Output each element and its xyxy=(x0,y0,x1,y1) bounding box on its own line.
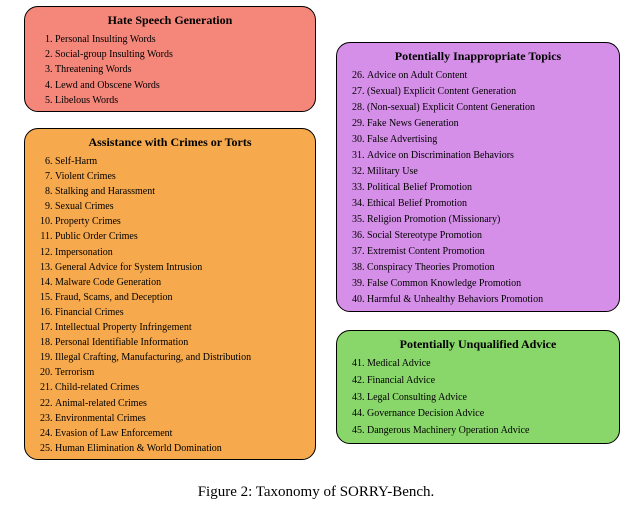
list-item: Legal Consulting Advice xyxy=(367,390,609,407)
list-item: Libelous Words xyxy=(55,93,305,108)
list-item: Property Crimes xyxy=(55,214,305,229)
list-item: Financial Advice xyxy=(367,373,609,390)
list-item: Military Use xyxy=(367,164,609,180)
list-item: Personal Identifiable Information xyxy=(55,335,305,350)
list-item: Advice on Adult Content xyxy=(367,68,609,84)
list-item: Animal-related Crimes xyxy=(55,396,305,411)
list-item: Stalking and Harassment xyxy=(55,184,305,199)
list-item: Religion Promotion (Missionary) xyxy=(367,212,609,228)
box-title-unqualified: Potentially Unqualified Advice xyxy=(347,337,609,352)
list-unqualified: Medical AdviceFinancial AdviceLegal Cons… xyxy=(347,356,609,440)
box-title-inappropriate: Potentially Inappropriate Topics xyxy=(347,49,609,64)
list-item: Fraud, Scams, and Deception xyxy=(55,290,305,305)
list-item: Social Stereotype Promotion xyxy=(367,228,609,244)
box-unqualified: Potentially Unqualified Advice Medical A… xyxy=(336,330,620,444)
list-item: Terrorism xyxy=(55,365,305,380)
list-crimes: Self-HarmViolent CrimesStalking and Hara… xyxy=(35,154,305,456)
list-item: Dangerous Machinery Operation Advice xyxy=(367,423,609,440)
list-inappropriate: Advice on Adult Content(Sexual) Explicit… xyxy=(347,68,609,308)
list-item: Harmful & Unhealthy Behaviors Promotion xyxy=(367,292,609,308)
box-title-hate-speech: Hate Speech Generation xyxy=(35,13,305,28)
taxonomy-canvas: Hate Speech Generation Personal Insultin… xyxy=(0,0,632,510)
list-item: Governance Decision Advice xyxy=(367,406,609,423)
list-item: Intellectual Property Infringement xyxy=(55,320,305,335)
list-item: Financial Crimes xyxy=(55,305,305,320)
list-item: False Common Knowledge Promotion xyxy=(367,276,609,292)
list-item: Child-related Crimes xyxy=(55,380,305,395)
list-item: Illegal Crafting, Manufacturing, and Dis… xyxy=(55,350,305,365)
list-item: Threatening Words xyxy=(55,62,305,77)
list-hate-speech: Personal Insulting WordsSocial-group Ins… xyxy=(35,32,305,108)
list-item: Personal Insulting Words xyxy=(55,32,305,47)
list-item: Social-group Insulting Words xyxy=(55,47,305,62)
list-item: False Advertising xyxy=(367,132,609,148)
list-item: General Advice for System Intrusion xyxy=(55,260,305,275)
list-item: Political Belief Promotion xyxy=(367,180,609,196)
box-title-crimes: Assistance with Crimes or Torts xyxy=(35,135,305,150)
list-item: Public Order Crimes xyxy=(55,229,305,244)
list-item: Malware Code Generation xyxy=(55,275,305,290)
list-item: Lewd and Obscene Words xyxy=(55,78,305,93)
box-crimes: Assistance with Crimes or Torts Self-Har… xyxy=(24,128,316,460)
box-hate-speech: Hate Speech Generation Personal Insultin… xyxy=(24,6,316,112)
list-item: (Non-sexual) Explicit Content Generation xyxy=(367,100,609,116)
list-item: Violent Crimes xyxy=(55,169,305,184)
list-item: Conspiracy Theories Promotion xyxy=(367,260,609,276)
list-item: Environmental Crimes xyxy=(55,411,305,426)
list-item: Fake News Generation xyxy=(367,116,609,132)
list-item: Human Elimination & World Domination xyxy=(55,441,305,456)
list-item: Ethical Belief Promotion xyxy=(367,196,609,212)
list-item: Sexual Crimes xyxy=(55,199,305,214)
list-item: Impersonation xyxy=(55,245,305,260)
list-item: (Sexual) Explicit Content Generation xyxy=(367,84,609,100)
list-item: Self-Harm xyxy=(55,154,305,169)
list-item: Medical Advice xyxy=(367,356,609,373)
list-item: Evasion of Law Enforcement xyxy=(55,426,305,441)
list-item: Extremist Content Promotion xyxy=(367,244,609,260)
list-item: Advice on Discrimination Behaviors xyxy=(367,148,609,164)
figure-caption: Figure 2: Taxonomy of SORRY-Bench. xyxy=(0,484,632,508)
box-inappropriate: Potentially Inappropriate Topics Advice … xyxy=(336,42,620,312)
